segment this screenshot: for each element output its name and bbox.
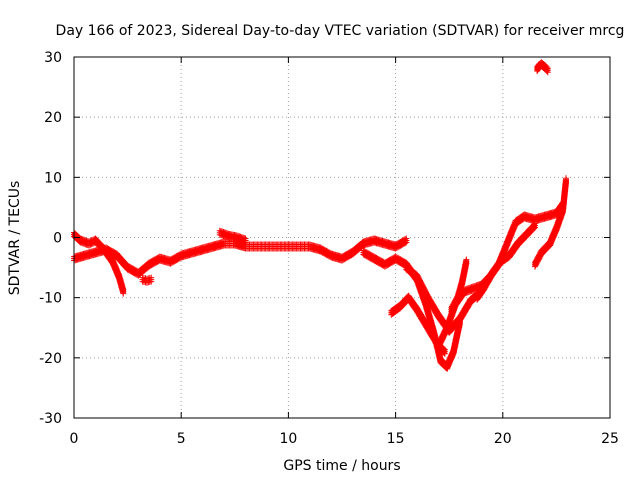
y-axis-label: SDTVAR / TECUs: [7, 181, 23, 296]
y-tick-label: 30: [44, 50, 62, 66]
x-tick-label: 15: [387, 431, 405, 447]
series-mrcg-f: [360, 247, 463, 372]
y-tick-labels: -30 -20 -10 0 10 20 30: [39, 50, 62, 427]
series-mrcg-g: [403, 262, 485, 336]
series-mrcg-j: [448, 256, 470, 315]
data-point-markers: [216, 227, 249, 246]
series-mrcg-l: [532, 175, 569, 270]
series-mrcg-d: [146, 235, 410, 270]
series-mrcg-e: [216, 227, 249, 246]
y-tick-label: -30: [39, 411, 62, 427]
y-tick-label: 0: [53, 231, 62, 247]
data-point-markers: [139, 274, 155, 286]
data-points: [71, 59, 569, 372]
data-point-markers: [146, 235, 410, 270]
axis-ticks: [73, 56, 611, 419]
data-point-markers: [448, 256, 470, 315]
series-mrcg-c: [139, 274, 155, 286]
series-mrcg-k: [474, 220, 538, 303]
x-tick-label: 20: [494, 431, 512, 447]
y-tick-label: -10: [39, 291, 62, 307]
series-mrcg-m: [534, 59, 551, 76]
x-tick-label: 0: [70, 431, 79, 447]
data-point-markers: [71, 229, 127, 297]
grid-lines: [74, 57, 610, 418]
data-point-markers: [403, 262, 485, 336]
x-tick-label: 25: [601, 431, 619, 447]
x-tick-label: 10: [279, 431, 297, 447]
x-tick-label: 5: [177, 431, 186, 447]
series-mrcg-a: [71, 229, 127, 297]
chart-title: Day 166 of 2023, Sidereal Day-to-day VTE…: [56, 23, 625, 39]
data-point-markers: [532, 175, 569, 270]
data-point-markers: [474, 220, 538, 303]
x-axis-label: GPS time / hours: [283, 458, 400, 474]
y-tick-label: 20: [44, 110, 62, 126]
x-tick-labels: 0 5 10 15 20 25: [70, 431, 619, 447]
data-point-markers: [534, 59, 551, 76]
y-tick-label: -20: [39, 351, 62, 367]
data-point-markers: [360, 247, 463, 372]
y-tick-label: 10: [44, 170, 62, 186]
